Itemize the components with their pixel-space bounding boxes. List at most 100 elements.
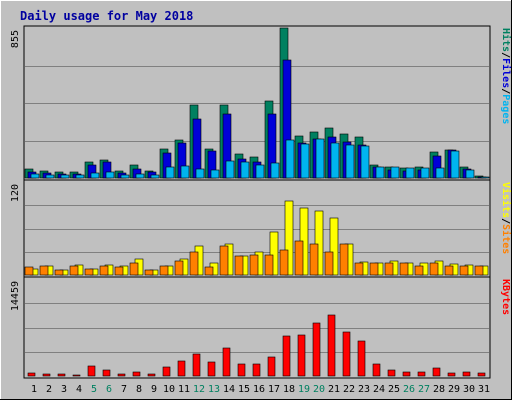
bar-pages-day-19 — [300, 143, 310, 179]
bar-kbytes-day-16 — [252, 363, 261, 377]
x-tick-day-5: 5 — [91, 384, 97, 395]
x-tick-day-18: 18 — [283, 384, 295, 395]
series-visits — [29, 200, 489, 276]
legend-text-hits-3: / — [500, 88, 511, 94]
bar-sites-day-11 — [174, 260, 184, 276]
bar-kbytes-day-10 — [162, 366, 171, 377]
bar-pages-day-31 — [480, 176, 490, 179]
bar-kbytes-day-20 — [312, 322, 321, 377]
legend-text-hits-2: Files — [500, 58, 512, 88]
series-sites — [24, 240, 484, 276]
x-tick-day-6: 6 — [106, 384, 112, 395]
plot-area-kbytes — [23, 276, 491, 379]
bar-pages-day-3 — [60, 174, 70, 179]
bar-kbytes-day-17 — [267, 356, 276, 377]
legend-text-hits-0: Hits — [500, 28, 512, 52]
bar-sites-day-9 — [144, 269, 154, 276]
bar-sites-day-15 — [234, 255, 244, 276]
bar-sites-day-26 — [399, 262, 409, 276]
bar-kbytes-day-2 — [42, 373, 51, 377]
bar-kbytes-day-29 — [447, 372, 456, 377]
x-tick-day-21: 21 — [328, 384, 340, 395]
bar-sites-day-3 — [54, 269, 64, 276]
x-tick-day-8: 8 — [136, 384, 142, 395]
x-tick-day-15: 15 — [238, 384, 250, 395]
bar-kbytes-day-14 — [222, 347, 231, 377]
bar-pages-day-9 — [150, 174, 160, 179]
x-tick-day-2: 2 — [46, 384, 52, 395]
series-pages — [30, 138, 490, 179]
bar-sites-day-25 — [384, 262, 394, 276]
bar-sites-day-23 — [354, 262, 364, 276]
bar-sites-day-1 — [24, 266, 34, 276]
bar-sites-day-30 — [459, 265, 469, 276]
x-axis: 1 2 3 4 5 6 7 8 9 10 11 12 13 14 15 16 17 18 19 20 21 22 23 24 2… — [31, 384, 490, 395]
bar-pages-day-29 — [450, 150, 460, 179]
legend-hits: Hits/Files/Pages — [500, 28, 512, 124]
bar-pages-day-25 — [390, 166, 400, 179]
bar-pages-day-16 — [255, 164, 265, 179]
bar-pages-day-21 — [330, 142, 340, 179]
bar-pages-day-1 — [30, 173, 40, 179]
bar-pages-day-7 — [120, 174, 130, 179]
bar-kbytes-day-25 — [387, 369, 396, 377]
x-tick-day-27: 27 — [418, 384, 430, 395]
x-tick-day-16: 16 — [253, 384, 265, 395]
legend-text-visits-2: Sites — [500, 224, 512, 254]
bar-kbytes-day-6 — [102, 369, 111, 377]
bar-pages-day-4 — [75, 174, 85, 179]
bar-kbytes-day-11 — [177, 360, 186, 377]
bar-sites-day-20 — [309, 243, 319, 276]
bar-kbytes-day-19 — [297, 334, 306, 377]
bar-sites-day-8 — [129, 262, 139, 276]
legend-kbytes: KBytes — [500, 279, 511, 315]
x-tick-day-19: 19 — [298, 384, 310, 395]
bar-sites-day-14 — [219, 245, 229, 276]
bar-visits-day-20 — [314, 210, 324, 276]
x-tick-day-17: 17 — [268, 384, 280, 395]
bar-kbytes-day-22 — [342, 331, 351, 377]
bar-pages-day-15 — [240, 161, 250, 179]
bar-kbytes-day-5 — [87, 365, 96, 377]
bar-pages-day-5 — [90, 172, 100, 179]
bar-sites-day-13 — [204, 266, 214, 276]
bar-kbytes-day-4 — [72, 374, 81, 377]
bar-visits-day-17 — [269, 231, 279, 276]
bar-kbytes-day-28 — [432, 367, 441, 377]
bar-sites-day-2 — [39, 265, 49, 276]
bar-pages-day-14 — [225, 160, 235, 179]
bar-pages-day-2 — [45, 174, 55, 179]
x-tick-day-24: 24 — [373, 384, 385, 395]
y-max-label-hits: 855 — [10, 30, 21, 48]
x-tick-day-22: 22 — [343, 384, 355, 395]
bar-kbytes-day-1 — [27, 372, 36, 377]
bar-pages-day-12 — [195, 168, 205, 179]
x-tick-day-30: 30 — [463, 384, 475, 395]
bar-visits-day-21 — [329, 217, 339, 276]
bar-kbytes-day-21 — [327, 314, 336, 377]
bar-sites-day-7 — [114, 266, 124, 276]
bar-sites-day-22 — [339, 243, 349, 276]
bar-sites-day-6 — [99, 265, 109, 276]
legend-text-visits-1: / — [500, 218, 511, 224]
bar-pages-day-18 — [285, 139, 295, 179]
bar-sites-day-21 — [324, 251, 334, 276]
chart-title: Daily usage for May 2018 — [20, 9, 193, 23]
x-tick-day-10: 10 — [163, 384, 175, 395]
bar-pages-day-24 — [375, 166, 385, 179]
x-tick-day-29: 29 — [448, 384, 460, 395]
x-tick-day-7: 7 — [121, 384, 127, 395]
legend-text-kbytes-0: KBytes — [500, 279, 511, 315]
bar-kbytes-day-3 — [57, 373, 66, 377]
bar-kbytes-day-31 — [477, 372, 486, 377]
bar-kbytes-day-26 — [402, 371, 411, 377]
bar-pages-day-17 — [270, 162, 280, 179]
bar-kbytes-day-18 — [282, 335, 291, 377]
x-tick-day-23: 23 — [358, 384, 370, 395]
bar-sites-day-27 — [414, 265, 424, 276]
bar-pages-day-26 — [405, 167, 415, 179]
bar-sites-day-5 — [84, 268, 94, 276]
bar-kbytes-day-9 — [147, 373, 156, 377]
bar-visits-day-18 — [284, 200, 294, 276]
